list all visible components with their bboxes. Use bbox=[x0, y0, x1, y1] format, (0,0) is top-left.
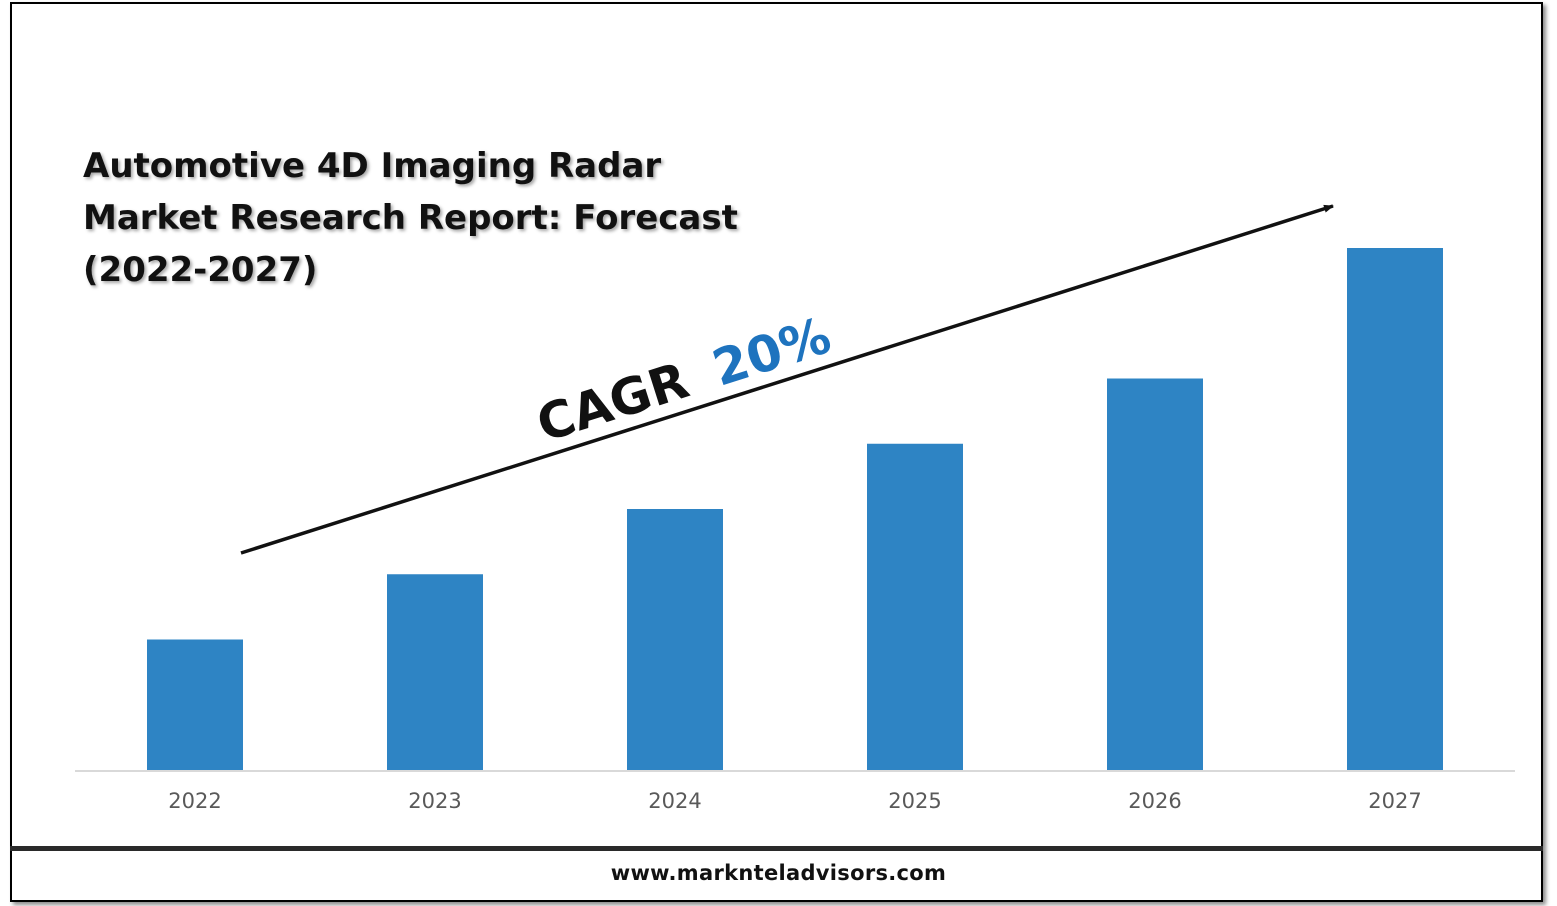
bar-2025 bbox=[867, 443, 963, 770]
x-tick-label-2026: 2026 bbox=[1128, 789, 1181, 813]
bar-2022 bbox=[147, 639, 243, 770]
x-tick-label-2025: 2025 bbox=[888, 789, 941, 813]
chart-title: Automotive 4D Imaging Radar Market Resea… bbox=[83, 140, 803, 296]
title-line-2: Market Research Report: Forecast bbox=[83, 198, 738, 238]
bar-series bbox=[147, 248, 1443, 770]
x-axis-tick-labels: 2022 2023 2024 2025 2026 2027 bbox=[168, 789, 1421, 813]
x-tick-label-2022: 2022 bbox=[168, 789, 221, 813]
bar-2026 bbox=[1107, 378, 1203, 770]
title-line-1: Automotive 4D Imaging Radar bbox=[83, 146, 662, 186]
bar-2023 bbox=[387, 574, 483, 770]
footer-url: www.marknteladvisors.com bbox=[610, 861, 947, 885]
trend-arrow bbox=[240, 204, 1334, 555]
bar-2027 bbox=[1347, 248, 1443, 770]
cagr-label: CAGR bbox=[530, 351, 695, 453]
x-tick-label-2027: 2027 bbox=[1368, 789, 1421, 813]
chart-frame bbox=[10, 2, 1543, 902]
title-line-3: (2022-2027) bbox=[83, 250, 318, 290]
x-tick-label-2024: 2024 bbox=[648, 789, 701, 813]
footer-divider bbox=[10, 846, 1543, 851]
x-tick-label-2023: 2023 bbox=[408, 789, 461, 813]
bar-2024 bbox=[627, 509, 723, 770]
